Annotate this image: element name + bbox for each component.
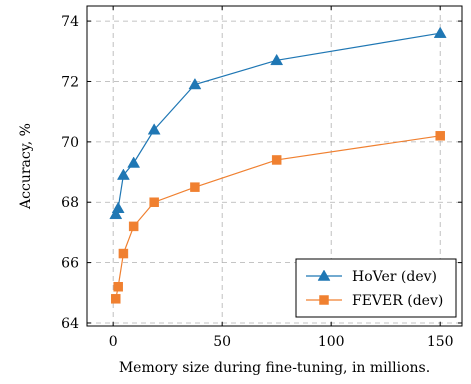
data-point xyxy=(113,282,123,292)
y-axis-label: Accuracy, % xyxy=(18,123,34,210)
data-point xyxy=(149,197,159,207)
legend-swatch-marker xyxy=(317,269,331,281)
plot-area-frame xyxy=(86,5,463,327)
y-tick-label: 70 xyxy=(61,135,79,151)
series-line xyxy=(115,32,441,215)
x-tick-label: 50 xyxy=(213,334,231,350)
data-point xyxy=(109,207,123,220)
x-tick-label: 150 xyxy=(427,334,454,350)
y-tick-label: 74 xyxy=(61,14,79,30)
y-tick-label: 64 xyxy=(61,316,79,332)
y-tick-label: 66 xyxy=(61,256,79,272)
data-point xyxy=(147,123,161,135)
legend-label: HoVer (dev) xyxy=(352,269,437,285)
y-tick-label: 68 xyxy=(61,195,79,211)
series-fever xyxy=(111,131,445,304)
data-point xyxy=(116,168,130,180)
data-point xyxy=(190,182,200,192)
x-tick-label: 100 xyxy=(318,334,345,350)
axis-ticks: 0 50 100 150 64 66 68 70 72 74 xyxy=(61,6,462,350)
data-point xyxy=(111,201,125,214)
legend-swatch-marker xyxy=(319,295,329,305)
data-point xyxy=(127,156,141,168)
data-point xyxy=(270,53,284,66)
y-tick-label: 72 xyxy=(61,74,79,90)
series-hover xyxy=(109,26,447,220)
x-tick-label: 0 xyxy=(109,334,118,350)
legend: HoVer (dev) FEVER (dev) xyxy=(295,258,457,318)
legend-item: FEVER (dev) xyxy=(306,293,443,309)
legend-item: HoVer (dev) xyxy=(306,269,437,285)
legend-label: FEVER (dev) xyxy=(352,293,443,309)
data-series xyxy=(109,26,447,304)
data-point xyxy=(433,26,447,38)
legend-box xyxy=(295,258,457,318)
data-point xyxy=(188,77,202,90)
data-point xyxy=(118,248,129,259)
data-point xyxy=(111,294,121,304)
x-axis-label: Memory size during fine-tuning, in milli… xyxy=(119,360,430,376)
series-line xyxy=(115,135,441,299)
data-point xyxy=(435,131,445,141)
data-point xyxy=(271,155,282,165)
data-point xyxy=(128,221,139,232)
